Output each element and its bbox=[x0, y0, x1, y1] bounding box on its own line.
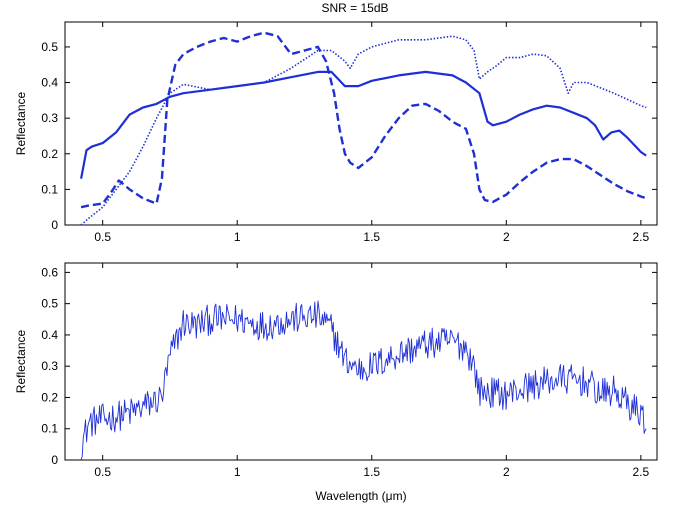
bottom-chart-plot-area bbox=[80, 300, 647, 460]
bottom-y-tick-label: 0.2 bbox=[41, 390, 58, 404]
top-series-solid-line bbox=[80, 70, 647, 179]
bottom-y-tick-label: 0.3 bbox=[41, 359, 58, 373]
chart-title: SNR = 15dB bbox=[321, 1, 388, 15]
top-series-dotted-line bbox=[80, 35, 647, 226]
top-y-tick-label: 0.4 bbox=[41, 76, 58, 90]
bottom-chart-x-axis-label: Wavelength (μm) bbox=[315, 489, 406, 503]
top-y-tick-label: 0.2 bbox=[41, 147, 58, 161]
bottom-x-tick-label: 1.5 bbox=[363, 465, 380, 479]
bottom-x-tick-label: 1 bbox=[234, 465, 241, 479]
bottom-x-tick-label: 0.5 bbox=[94, 465, 111, 479]
bottom-chart-y-axis-label: Reflectance bbox=[14, 329, 28, 393]
bottom-y-tick-label: 0 bbox=[51, 453, 58, 467]
top-x-tick-label: 0.5 bbox=[94, 230, 111, 244]
bottom-chart-frame bbox=[64, 262, 658, 461]
top-y-tick-label: 0 bbox=[51, 218, 58, 232]
top-x-tick-label: 2 bbox=[503, 230, 510, 244]
bottom-y-tick-label: 0.4 bbox=[41, 328, 58, 342]
top-chart-plot-area bbox=[80, 31, 647, 226]
top-x-tick-label: 1.5 bbox=[363, 230, 380, 244]
top-series-dashed-line bbox=[80, 31, 647, 209]
bottom-chart-axes: 0.5 1 1.5 2 2.5 0 0.1 0.2 0.3 0.4 0.5 0.6 bbox=[41, 262, 658, 479]
bottom-series-solid-noisy-line bbox=[80, 300, 647, 460]
bottom-y-tick-label: 0.1 bbox=[41, 422, 58, 436]
top-y-tick-label: 0.5 bbox=[41, 40, 58, 54]
bottom-x-tick-label: 2 bbox=[503, 465, 510, 479]
top-x-tick-label: 2.5 bbox=[633, 230, 650, 244]
top-chart-y-axis-label: Reflectance bbox=[14, 91, 28, 155]
top-chart-axes: 0.5 1 1.5 2 2.5 0 0.1 0.2 0.3 0.4 0.5 bbox=[41, 21, 658, 244]
top-chart-frame bbox=[64, 21, 658, 226]
bottom-x-tick-label: 2.5 bbox=[633, 465, 650, 479]
top-y-tick-label: 0.1 bbox=[41, 182, 58, 196]
bottom-y-tick-label: 0.6 bbox=[41, 265, 58, 279]
top-y-tick-label: 0.3 bbox=[41, 111, 58, 125]
top-x-tick-label: 1 bbox=[234, 230, 241, 244]
bottom-y-tick-label: 0.5 bbox=[41, 297, 58, 311]
